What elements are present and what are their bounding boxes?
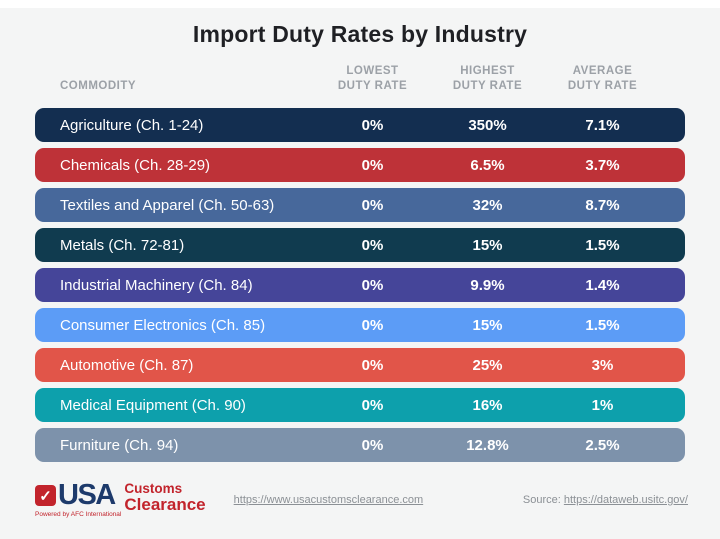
logo-usa-text: USA: [58, 479, 116, 511]
highest-duty-cell: 15%: [472, 316, 503, 334]
column-header-average-line2: DUTY RATE: [567, 80, 638, 93]
commodity-cell: Textiles and Apparel (Ch. 50-63): [60, 196, 275, 214]
usa-customs-clearance-logo: ✓ USA Powered by AFC International Custo…: [35, 481, 206, 518]
source-attribution: Source: https://dataweb.usitc.gov/: [523, 494, 688, 506]
highest-duty-cell: 6.5%: [470, 156, 505, 174]
highest-duty-cell: 15%: [472, 236, 503, 254]
highest-duty-cell: 12.8%: [466, 436, 509, 454]
table-row: Industrial Machinery (Ch. 84) 0% 9.9% 1.4%: [35, 268, 685, 302]
table-row: Consumer Electronics (Ch. 85) 0% 15% 1.5%: [35, 308, 685, 342]
highest-duty-cell: 350%: [468, 116, 507, 134]
table-body: Agriculture (Ch. 1-24) 0% 350% 7.1% Chemical…: [35, 108, 685, 462]
commodity-cell: Automotive (Ch. 87): [60, 356, 194, 374]
column-header-highest-line1: HIGHEST: [460, 64, 515, 77]
column-header-commodity: COMMODITY: [60, 80, 137, 93]
logo-clearance-text: Clearance: [124, 495, 206, 515]
commodity-cell: Chemicals (Ch. 28-29): [60, 156, 211, 174]
footer: ✓ USA Powered by AFC International Custo…: [0, 462, 720, 518]
table-row: Metals (Ch. 72-81) 0% 15% 1.5%: [35, 228, 685, 262]
checkmark-icon: ✓: [35, 485, 56, 506]
source-link[interactable]: https://dataweb.usitc.gov/: [563, 493, 688, 506]
lowest-duty-cell: 0%: [361, 196, 384, 214]
average-duty-cell: 1.5%: [585, 316, 620, 334]
commodity-cell: Furniture (Ch. 94): [60, 436, 179, 454]
highest-duty-cell: 25%: [472, 356, 503, 374]
commodity-cell: Medical Equipment (Ch. 90): [60, 396, 246, 414]
average-duty-cell: 1%: [591, 396, 614, 414]
column-header-average-line1: AVERAGE: [572, 64, 633, 77]
column-header-highest-line2: DUTY RATE: [452, 80, 523, 93]
highest-duty-cell: 32%: [472, 196, 503, 214]
average-duty-cell: 3.7%: [585, 156, 620, 174]
column-header-average: AVERAGE DUTY RATE: [545, 64, 660, 95]
commodity-cell: Agriculture (Ch. 1-24): [60, 116, 204, 134]
lowest-duty-cell: 0%: [361, 436, 384, 454]
highest-duty-cell: 16%: [472, 396, 503, 414]
column-header-lowest-line2: DUTY RATE: [337, 80, 408, 93]
table-row: Textiles and Apparel (Ch. 50-63) 0% 32% 8.7…: [35, 188, 685, 222]
average-duty-cell: 3%: [591, 356, 614, 374]
column-header-lowest: LOWEST DUTY RATE: [315, 64, 430, 95]
average-duty-cell: 1.5%: [585, 236, 620, 254]
average-duty-cell: 7.1%: [585, 116, 620, 134]
table-row: Chemicals (Ch. 28-29) 0% 6.5% 3.7%: [35, 148, 685, 182]
table-header-row: COMMODITY LOWEST DUTY RATE HIGHEST DUTY …: [35, 63, 685, 95]
table-row: Automotive (Ch. 87) 0% 25% 3%: [35, 348, 685, 382]
column-header-lowest-line1: LOWEST: [346, 64, 399, 77]
highest-duty-cell: 9.9%: [470, 276, 505, 294]
lowest-duty-cell: 0%: [361, 116, 384, 134]
lowest-duty-cell: 0%: [361, 356, 384, 374]
website-link[interactable]: https://www.usacustomsclearance.com: [233, 493, 424, 506]
table-row: Furniture (Ch. 94) 0% 12.8% 2.5%: [35, 428, 685, 462]
logo-powered-by-text: Powered by AFC International: [35, 511, 122, 518]
source-label: Source:: [522, 493, 561, 506]
lowest-duty-cell: 0%: [361, 396, 384, 414]
average-duty-cell: 1.4%: [585, 276, 620, 294]
average-duty-cell: 2.5%: [585, 436, 620, 454]
lowest-duty-cell: 0%: [361, 156, 384, 174]
lowest-duty-cell: 0%: [361, 236, 384, 254]
lowest-duty-cell: 0%: [361, 276, 384, 294]
logo-customs-text: Customs: [124, 481, 183, 496]
average-duty-cell: 8.7%: [585, 196, 620, 214]
page-title: Import Duty Rates by Industry: [192, 21, 528, 47]
commodity-cell: Metals (Ch. 72-81): [60, 236, 185, 254]
table-row: Medical Equipment (Ch. 90) 0% 16% 1%: [35, 388, 685, 422]
column-header-highest: HIGHEST DUTY RATE: [430, 64, 545, 95]
commodity-cell: Consumer Electronics (Ch. 85): [60, 316, 266, 334]
lowest-duty-cell: 0%: [361, 316, 384, 334]
commodity-cell: Industrial Machinery (Ch. 84): [60, 276, 253, 294]
table-row: Agriculture (Ch. 1-24) 0% 350% 7.1%: [35, 108, 685, 142]
